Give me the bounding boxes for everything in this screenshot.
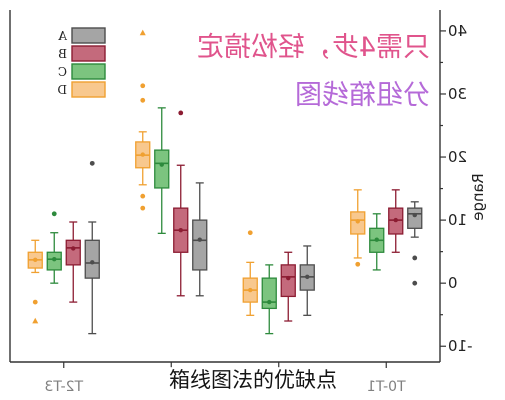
outlier-point-D-3	[355, 261, 361, 267]
legend-label-A: A	[58, 29, 68, 43]
mean-marker-A-2	[305, 274, 310, 280]
box-A-1	[192, 219, 208, 271]
y-tick-label: 30	[448, 85, 467, 103]
y-tick-label: 10	[448, 211, 467, 229]
mean-marker-D-3	[355, 219, 360, 224]
annotation-text: 分组箱线图	[295, 80, 430, 111]
mean-marker-A-0	[90, 260, 95, 265]
mean-marker-C-1	[159, 162, 164, 167]
outlier-point-D-1	[140, 205, 146, 211]
legend-swatch-C	[71, 63, 106, 80]
mean-marker-B-0	[71, 246, 76, 251]
box-B-2	[280, 264, 296, 298]
mean-marker-C-2	[267, 299, 272, 305]
legend-swatch-D	[71, 81, 106, 98]
outlier-point-A-0	[89, 160, 95, 166]
y-tick-label: 40	[448, 22, 467, 40]
box-A-3	[407, 207, 423, 229]
box-C-1	[154, 149, 170, 189]
legend-label-B: B	[58, 47, 67, 61]
x-tick-label: T0-T1	[367, 379, 407, 395]
legend-label-D: D	[57, 83, 67, 97]
box-B-0	[65, 239, 81, 266]
outlier-point-C-0	[51, 211, 57, 217]
mean-marker-C-0	[52, 257, 57, 262]
mean-marker-A-3	[412, 212, 417, 218]
mean-marker-B-3	[393, 217, 398, 223]
outlier-point-A-3	[412, 255, 418, 261]
box-A-0	[84, 239, 100, 279]
mean-marker-B-1	[178, 227, 183, 233]
mean-marker-B-2	[286, 275, 291, 281]
mean-marker-D-2	[248, 287, 253, 293]
extreme-marker-D-0	[32, 317, 39, 324]
outlier-point-D-0	[32, 299, 38, 305]
outlier-point-B-1	[178, 110, 184, 116]
outlier-point-D-1	[140, 193, 146, 199]
mean-marker-A-1	[197, 237, 202, 242]
outlier-point-A-3	[412, 280, 418, 286]
x-tick-label: T2-T3	[44, 379, 84, 395]
mean-marker-D-0	[33, 257, 38, 263]
outlier-point-D-1	[140, 83, 146, 89]
annotation-text: 只需4步，轻松搞定	[197, 32, 430, 63]
y-tick-label: 20	[448, 148, 467, 166]
box-C-2	[261, 277, 277, 310]
legend-swatch-A	[71, 27, 106, 44]
y-tick-label: -10	[448, 337, 473, 355]
box-marks	[27, 29, 423, 335]
plot-frame	[9, 10, 441, 363]
y-tick-label: 0	[448, 274, 458, 292]
caption: 箱线图法的优缺点	[146, 367, 360, 394]
mean-marker-C-3	[374, 237, 379, 242]
y-axis-label: Range	[469, 173, 487, 221]
legend-swatch-B	[71, 45, 106, 62]
legend-label-C: C	[58, 65, 67, 79]
extreme-marker-D-1	[139, 29, 146, 36]
axes: -10 0 10 20 30 40 Range T2-T3 T0-T1	[44, 22, 487, 395]
outlier-point-D-2	[247, 230, 253, 236]
outlier-point-D-1	[140, 97, 146, 103]
mean-marker-D-1	[140, 152, 145, 157]
